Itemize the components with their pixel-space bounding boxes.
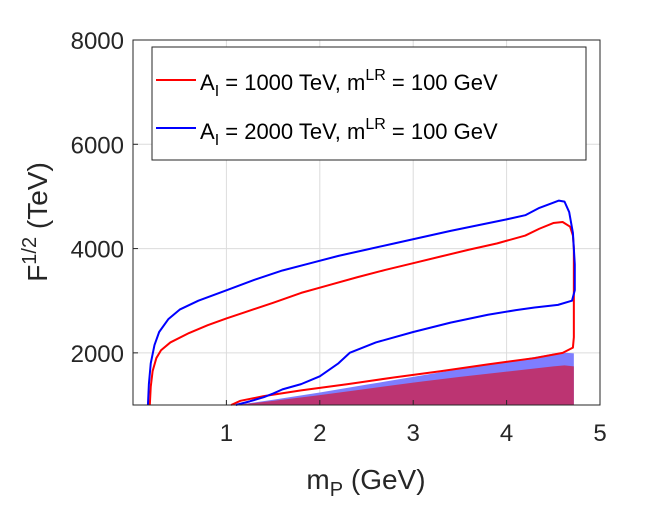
legend-mid-text: = 1000 TeV, m xyxy=(219,70,365,95)
legend: AI = 1000 TeV, mLR = 100 GeV AI = 2000 T… xyxy=(151,46,587,161)
series-lines xyxy=(146,199,576,406)
x-tick-label: 4 xyxy=(500,420,513,447)
y-label-superscript: 1/2 xyxy=(19,237,41,265)
y-tick-label: 8000 xyxy=(71,28,124,55)
y-tick-label: 6000 xyxy=(71,132,124,159)
x-tick-labels: 1 2 3 4 5 xyxy=(220,420,607,447)
series-line-blue xyxy=(146,199,576,406)
x-tick-label: 3 xyxy=(407,420,420,447)
legend-m-superscript: LR xyxy=(365,116,385,133)
legend-a-subscript: I xyxy=(215,83,219,100)
legend-m-superscript: LR xyxy=(365,67,385,84)
legend-tail-text: = 100 GeV xyxy=(386,119,498,144)
x-axis-label: mP (GeV) xyxy=(306,464,425,501)
x-label-base: m xyxy=(306,464,329,495)
legend-mid-text: = 2000 TeV, m xyxy=(219,119,365,144)
y-label-base: F xyxy=(22,265,53,282)
x-tick-label: 2 xyxy=(313,420,326,447)
legend-box xyxy=(151,46,587,161)
y-tick-labels: 2000 4000 6000 8000 xyxy=(71,28,124,368)
y-label-unit: (TeV) xyxy=(22,162,53,237)
fill-magenta-region xyxy=(235,365,574,405)
x-tick-label: 5 xyxy=(593,420,606,447)
fill-regions xyxy=(235,352,574,405)
legend-tail-text: = 100 GeV xyxy=(386,70,498,95)
y-tick-label: 4000 xyxy=(71,237,124,264)
y-tick-label: 2000 xyxy=(71,341,124,368)
plot-frame xyxy=(132,39,601,406)
legend-entry-blue: AI = 2000 TeV, mLR = 100 GeV xyxy=(200,116,498,149)
legend-a-symbol: A xyxy=(200,70,215,95)
series-line-red xyxy=(148,220,575,406)
legend-entry-red: AI = 1000 TeV, mLR = 100 GeV xyxy=(200,67,498,100)
x-tick-label: 1 xyxy=(220,420,233,447)
x-label-subscript: P xyxy=(330,479,343,501)
x-label-unit: (GeV) xyxy=(343,464,425,495)
y-axis-label: F1/2 (TeV) xyxy=(19,162,53,282)
tick-marks xyxy=(133,39,601,405)
legend-a-subscript: I xyxy=(215,132,219,149)
legend-a-symbol: A xyxy=(200,119,215,144)
